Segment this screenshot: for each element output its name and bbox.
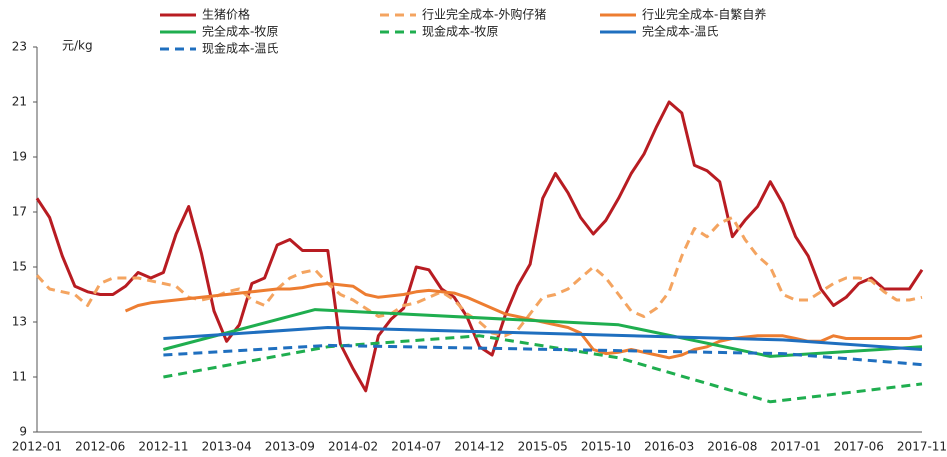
x-tick-label: 2017-01 [771,440,821,454]
y-tick-label: 9 [19,425,27,439]
y-axis-label: 元/kg [62,39,93,53]
legend-label: 完全成本-牧原 [202,24,278,39]
y-tick-label: 13 [12,315,27,329]
x-tick-label: 2015-10 [581,440,631,454]
series-line [163,326,923,351]
y-tick-label: 11 [12,370,27,384]
x-tick-label: 2012-01 [12,440,62,454]
legend-label: 现金成本-牧原 [422,24,498,39]
legend-label: 现金成本-温氏 [202,41,278,56]
x-tick-label: 2012-11 [138,440,188,454]
y-tick-label: 15 [12,260,27,274]
y-tick-label: 23 [12,40,27,54]
x-tick-label: 2014-02 [328,440,378,454]
x-tick-label: 2015-05 [518,440,568,454]
x-tick-label: 2012-06 [75,440,125,454]
x-tick-label: 2014-07 [391,440,441,454]
x-tick-label: 2013-09 [265,440,315,454]
y-tick-label: 17 [12,205,27,219]
series-line [163,334,923,404]
series-line [124,282,923,360]
x-tick-label: 2016-03 [644,440,694,454]
y-tick-label: 19 [12,150,27,164]
y-tick-label: 21 [12,95,27,109]
x-tick-label: 2014-12 [454,440,504,454]
x-tick-label: 2017-11 [897,440,947,454]
legend-label: 完全成本-温氏 [642,24,718,39]
x-tick-label: 2013-04 [202,440,252,454]
series-line [163,343,923,367]
series-line [163,308,923,358]
x-tick-label: 2017-06 [834,440,884,454]
series-line [35,216,923,338]
x-tick-label: 2016-08 [707,440,757,454]
legend-label: 生猪价格 [202,7,250,22]
legend-label: 行业完全成本-外购仔猪 [422,7,546,22]
legend-label: 行业完全成本-自繁自养 [642,7,766,22]
